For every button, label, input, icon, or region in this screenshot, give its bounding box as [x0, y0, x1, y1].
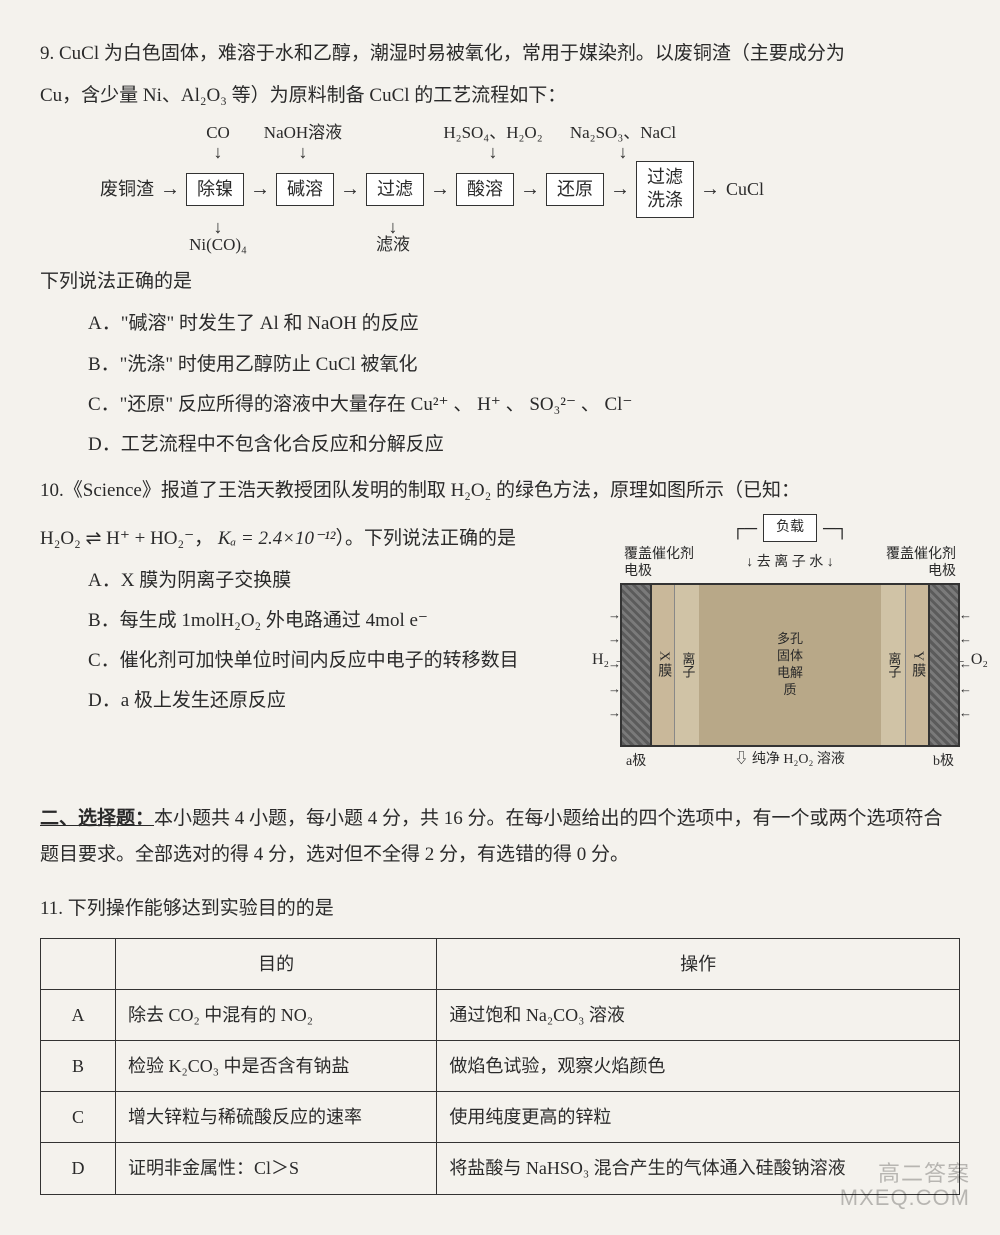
arrow-down-icon: ↓ — [389, 218, 398, 236]
a-pole: a极 — [626, 749, 646, 776]
flow-in-naoh: NaOH溶液 — [264, 124, 342, 143]
ion-left: 离子 — [675, 585, 699, 745]
device-water: ↓ 去 离 子 水 ↓ — [746, 555, 834, 572]
b-pole: b极 — [933, 749, 954, 776]
q10-device-diagram: ┌─ 负载 ─┐ 覆盖催化剂 电极 ↓ 去 离 子 水 ↓ 覆盖催化剂 电极 H… — [620, 511, 960, 775]
core-l4: 质 — [783, 682, 796, 699]
arrow-right-icon: → — [250, 170, 270, 208]
arrow-right-icon: → — [700, 170, 720, 208]
flow-box-6b: 洗涤 — [647, 190, 683, 210]
device-load: 负载 — [763, 514, 817, 543]
device-core: 多孔 固体 电解 质 — [699, 585, 881, 745]
flow-out-filtrate: 滤液 — [376, 236, 410, 255]
q11-table: 目的 操作 A 除去 CO₂ 中混有的 NO₂ 通过饱和 Na₂CO₃ 溶液 B… — [40, 938, 960, 1195]
ion-right: 离子 — [881, 585, 905, 745]
th-op: 操作 — [437, 938, 960, 989]
q9-option-c: C．"还原" 反应所得的溶液中大量存在 Cu²⁺ 、 H⁺ 、 SO₃²⁻ 、 … — [40, 387, 960, 423]
arrow-down-icon: ↓ — [489, 143, 498, 161]
th-purpose: 目的 — [116, 938, 437, 989]
flow-end: CuCl — [726, 172, 764, 206]
core-l3: 电解 — [777, 665, 803, 682]
flow-box-1: 除镍 — [186, 173, 244, 206]
wire-icon: ┌─ — [731, 511, 757, 545]
electrode-right — [928, 585, 958, 745]
gas-in-arrows-right: ←←←←← — [959, 603, 972, 726]
core-l1: 多孔 — [777, 631, 803, 648]
device-outflow: ⇩ 纯净 H₂O₂ 溶液 — [734, 747, 844, 776]
q10-ka: Kₐ = 2.4×10⁻¹² — [218, 528, 336, 549]
electrode-left — [622, 585, 652, 745]
q10-option-c: C．催化剂可加快单位时间内反应中电子的转移数目 — [40, 643, 608, 679]
device-cell: X膜 离子 多孔 固体 电解 质 离子 Y膜 — [620, 583, 960, 747]
row-op: 做焰色试验，观察火焰颜色 — [437, 1040, 960, 1091]
q10-eq: H₂O₂ ⇌ H⁺ + HO₂⁻， — [40, 528, 218, 549]
flow-box-6: 过滤 洗涤 — [636, 161, 694, 218]
arrow-right-icon: → — [430, 170, 450, 208]
y-membrane: Y膜 — [905, 585, 928, 745]
q10-option-d: D．a 极上发生还原反应 — [40, 683, 608, 719]
flow-box-6a: 过滤 — [647, 167, 683, 187]
arrow-right-icon: → — [340, 170, 360, 208]
section2-head-bold: 二、选择题： — [40, 808, 154, 829]
arrow-down-icon: ↓ — [619, 143, 628, 161]
q9-stem-line2: Cu，含少量 Ni、Al₂O₃ 等）为原料制备 CuCl 的工艺流程如下： — [40, 78, 960, 114]
watermark-l1: 高二答案 — [840, 1162, 970, 1186]
table-head-row: 目的 操作 — [41, 938, 960, 989]
table-row: C 增大锌粒与稀硫酸反应的速率 使用纯度更高的锌粒 — [41, 1092, 960, 1143]
row-key: B — [41, 1040, 116, 1091]
arrow-down-icon: ↓ — [214, 143, 223, 161]
watermark: 高二答案 MXEQ.COM — [840, 1162, 970, 1210]
row-op: 使用纯度更高的锌粒 — [437, 1092, 960, 1143]
q10-option-b: B．每生成 1molH₂O₂ 外电路通过 4mol e⁻ — [40, 603, 608, 639]
row-purpose: 除去 CO₂ 中混有的 NO₂ — [116, 989, 437, 1040]
table-row: B 检验 K₂CO₃ 中是否含有钠盐 做焰色试验，观察火焰颜色 — [41, 1040, 960, 1091]
flow-in-na2so3: Na₂SO₃、NaCl — [570, 124, 676, 143]
row-key: D — [41, 1143, 116, 1194]
core-l2: 固体 — [777, 648, 803, 665]
q10-stem-line1: 10.《Science》报道了王浩天教授团队发明的制取 H₂O₂ 的绿色方法，原… — [40, 473, 960, 509]
arrow-down-icon: ↓ — [299, 143, 308, 161]
q9-option-b: B．"洗涤" 时使用乙醇防止 CuCl 被氧化 — [40, 347, 960, 383]
page: 9. CuCl 为白色固体，难溶于水和乙醇，潮湿时易被氧化，常用于媒染剂。以废铜… — [0, 0, 1000, 1235]
th-blank — [41, 938, 116, 989]
flow-in-h2so4: H₂SO₄、H₂O₂ — [443, 124, 542, 143]
q9-flowchart: CO ↓ NaOH溶液 ↓ H₂SO₄、H₂O₂ ↓ Na₂SO₃、NaCl ↓… — [100, 124, 960, 254]
row-key: A — [41, 989, 116, 1040]
row-purpose: 证明非金属性：Cl＞S — [116, 1143, 437, 1194]
q10-option-a: A．X 膜为阴离子交换膜 — [40, 563, 608, 599]
q9-option-d: D．工艺流程中不包含化合反应和分解反应 — [40, 427, 960, 463]
row-purpose: 检验 K₂CO₃ 中是否含有钠盐 — [116, 1040, 437, 1091]
row-key: C — [41, 1092, 116, 1143]
flow-out-nico4: Ni(CO)₄ — [189, 236, 247, 255]
flow-box-3: 过滤 — [366, 173, 424, 206]
flow-in-co: CO — [206, 124, 230, 143]
watermark-l2: MXEQ.COM — [840, 1186, 970, 1210]
arrow-right-icon: → — [520, 170, 540, 208]
arrow-right-icon: → — [610, 170, 630, 208]
arrow-right-icon: → — [160, 170, 180, 208]
row-purpose: 增大锌粒与稀硫酸反应的速率 — [116, 1092, 437, 1143]
table-row: A 除去 CO₂ 中混有的 NO₂ 通过饱和 Na₂CO₃ 溶液 — [41, 989, 960, 1040]
flow-start: 废铜渣 — [100, 172, 154, 206]
flow-box-5: 还原 — [546, 173, 604, 206]
flow-box-2: 碱溶 — [276, 173, 334, 206]
q10-tail: ）。下列说法正确的是 — [335, 528, 516, 549]
wire-icon: ─┐ — [823, 511, 849, 545]
flow-box-4: 酸溶 — [456, 173, 514, 206]
section2-head-rest: 本小题共 4 小题，每小题 4 分，共 16 分。在每小题给出的四个选项中，有一… — [40, 808, 943, 865]
q9-stem-line1: 9. CuCl 为白色固体，难溶于水和乙醇，潮湿时易被氧化，常用于媒染剂。以废铜… — [40, 36, 960, 72]
q9-lead: 下列说法正确的是 — [40, 264, 960, 300]
device-cat-right: 覆盖催化剂 电极 — [886, 547, 956, 581]
row-op: 通过饱和 Na₂CO₃ 溶液 — [437, 989, 960, 1040]
section2-heading: 二、选择题：本小题共 4 小题，每小题 4 分，共 16 分。在每小题给出的四个… — [40, 801, 960, 873]
table-row: D 证明非金属性：Cl＞S 将盐酸与 NaHSO₃ 混合产生的气体通入硅酸钠溶液 — [41, 1143, 960, 1194]
arrow-down-icon: ↓ — [214, 218, 223, 236]
device-cat-left: 覆盖催化剂 电极 — [624, 547, 694, 581]
device-water-text: 去 离 子 水 — [757, 555, 824, 570]
q9-option-a: A．"碱溶" 时发生了 Al 和 NaOH 的反应 — [40, 306, 960, 342]
q11-stem: 11. 下列操作能够达到实验目的的是 — [40, 891, 960, 927]
q10-stem-line2: H₂O₂ ⇌ H⁺ + HO₂⁻， Kₐ = 2.4×10⁻¹²）。下列说法正确… — [40, 521, 608, 557]
x-membrane: X膜 — [652, 585, 675, 745]
